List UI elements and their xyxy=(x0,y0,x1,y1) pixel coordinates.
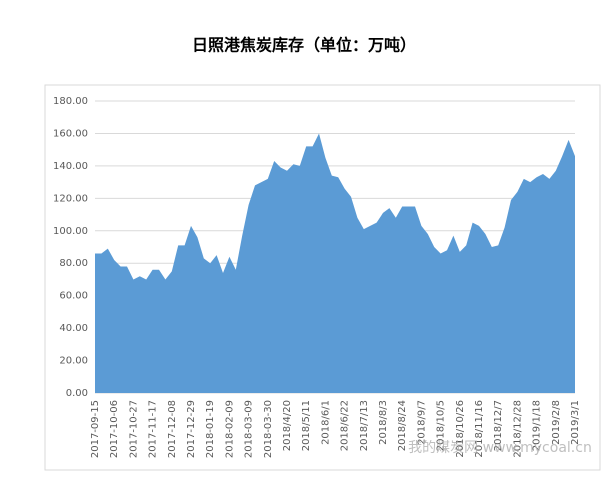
chart-title: 日照港焦炭库存（单位：万吨） xyxy=(192,36,416,55)
y-tick-label: 0.00 xyxy=(66,388,88,399)
x-tick-label: 2018/11/16 xyxy=(474,400,485,458)
chart-frame xyxy=(44,84,601,471)
x-tick-label: 2017-10-27 xyxy=(128,400,139,458)
x-tick-label: 2018/8/3 xyxy=(378,400,389,445)
y-tick-label: 80.00 xyxy=(59,258,88,269)
x-tick-label: 2018/6/22 xyxy=(340,400,351,451)
x-tick-label: 2018-03-09 xyxy=(244,400,255,458)
x-tick-label: 2017-10-06 xyxy=(109,400,120,458)
x-tick-label: 2018/10/26 xyxy=(455,400,466,458)
y-tick-label: 140.00 xyxy=(53,161,88,172)
x-tick-label: 2018/5/11 xyxy=(301,400,312,451)
x-tick-label: 2018/4/20 xyxy=(282,400,293,451)
x-tick-label: 2018/10/5 xyxy=(436,400,447,451)
x-tick-label: 2017-09-15 xyxy=(90,400,101,458)
y-tick-label: 120.00 xyxy=(53,193,88,204)
y-tick-label: 100.00 xyxy=(53,226,88,237)
y-tick-label: 160.00 xyxy=(53,128,88,139)
watermark: 我的煤炭网 www.mycoal.cn xyxy=(408,440,592,456)
x-tick-label: 2018-02-09 xyxy=(224,400,235,458)
x-tick-label: 2017-11-17 xyxy=(148,400,159,458)
x-tick-label: 2018/12/7 xyxy=(493,400,504,451)
y-tick-label: 40.00 xyxy=(59,323,88,334)
area xyxy=(95,133,575,393)
y-tick-label: 180.00 xyxy=(53,96,88,107)
x-tick-label: 2017-12-08 xyxy=(167,400,178,458)
x-tick-label: 2018/8/24 xyxy=(397,400,408,451)
x-tick-label: 2018/6/1 xyxy=(320,400,331,445)
x-tick-label: 2017-12-29 xyxy=(186,400,197,458)
x-tick-label: 2018/7/13 xyxy=(359,400,370,451)
x-tick-label: 2018/9/7 xyxy=(416,400,427,445)
x-tick-label: 2019/3/1 xyxy=(570,400,581,445)
x-tick-label: 2018-03-30 xyxy=(263,400,274,458)
y-tick-label: 60.00 xyxy=(59,291,88,302)
x-tick-label: 2019/1/18 xyxy=(532,400,543,451)
x-tick-label: 2018/12/28 xyxy=(512,400,523,458)
y-tick-label: 20.00 xyxy=(59,356,88,367)
x-tick-label: 2019/2/8 xyxy=(551,400,562,445)
x-tick-label: 2018-01-19 xyxy=(205,400,216,458)
